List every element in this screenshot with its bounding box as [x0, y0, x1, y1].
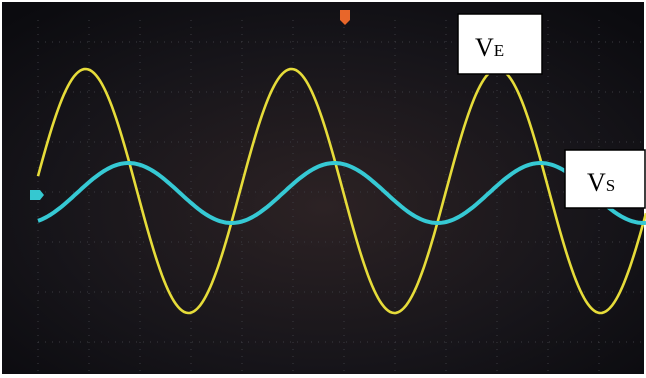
- label-box: [457, 13, 543, 75]
- label-main: V: [475, 33, 494, 62]
- channel-marker: [30, 190, 44, 200]
- waveform-vs: [37, 161, 646, 225]
- label-ve: VE: [475, 33, 504, 62]
- label-main: V: [587, 168, 606, 197]
- label-sub: E: [494, 41, 504, 60]
- waveform-ve: [36, 67, 646, 315]
- label-box-vs: VS: [564, 149, 646, 209]
- label-sub: S: [606, 176, 615, 195]
- trigger-marker: [340, 10, 350, 25]
- label-box-ve: VE: [457, 13, 543, 75]
- label-box: [564, 149, 646, 209]
- label-vs: VS: [587, 168, 615, 197]
